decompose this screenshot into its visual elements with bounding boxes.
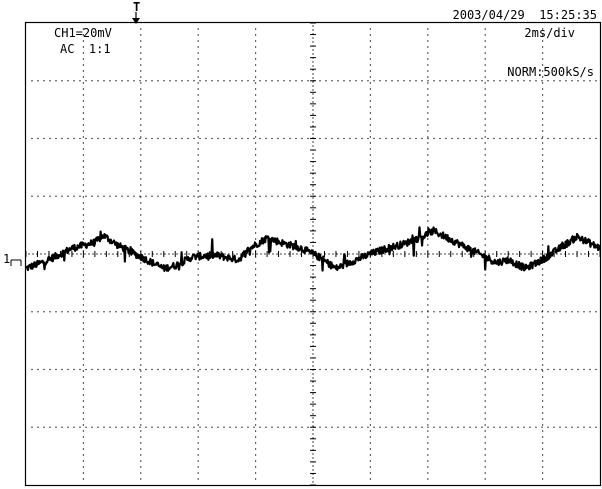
trigger-marker-label: T: [133, 0, 140, 14]
coupling-mode: AC 1:1: [60, 42, 111, 56]
ground-marker: 1: [3, 252, 22, 266]
sample-rate: NORM:500kS/s: [507, 65, 594, 79]
timebase: 2ms/div: [524, 26, 575, 40]
ground-marker-label: 1: [3, 252, 10, 266]
screen-frame: [24, 21, 602, 487]
timestamp: 2003/04/29 15:25:35: [453, 8, 598, 22]
signal-trace: [25, 226, 602, 272]
trigger-marker: T: [132, 0, 140, 24]
channel-scale: CH1=20mV: [54, 26, 112, 40]
